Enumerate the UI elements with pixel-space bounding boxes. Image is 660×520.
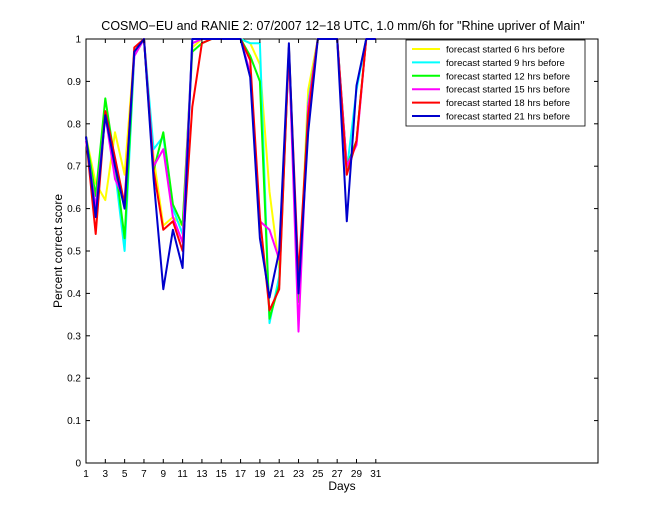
x-tick-label: 25 (312, 469, 324, 480)
y-tick-label: 0.7 (67, 162, 81, 173)
x-axis-ticks: 1 3 5 7 9 11 13 15 17 19 21 23 25 27 29 31 (83, 39, 382, 480)
y-tick-label: 0.8 (67, 119, 81, 130)
legend-label-4: forecast started 15 hrs before (446, 85, 570, 96)
x-tick-label: 7 (141, 469, 147, 480)
legend: forecast started 6 hrs before forecast st… (405, 39, 586, 127)
y-tick-label: 0.3 (67, 331, 81, 342)
y-axis-label: Percent correct score (51, 194, 65, 308)
y-tick-label: 0.6 (67, 204, 81, 215)
x-tick-label: 31 (370, 469, 382, 480)
x-tick-label: 11 (177, 469, 188, 480)
x-tick-label: 1 (83, 469, 89, 480)
y-tick-label: 0.4 (67, 289, 81, 300)
legend-label-3: forecast started 12 hrs before (446, 71, 570, 82)
x-axis-label: Days (328, 479, 355, 493)
legend-label-2: forecast started 9 hrs before (446, 58, 565, 69)
legend-label-6: forecast started 21 hrs before (446, 112, 570, 123)
x-tick-label: 5 (122, 469, 128, 480)
x-tick-label: 21 (274, 469, 286, 480)
legend-items: forecast started 6 hrs before forecast st… (412, 45, 570, 123)
chart-title: COSMO−EU and RANIE 2: 07/2007 12−18 UTC,… (101, 19, 584, 33)
x-tick-label: 15 (216, 469, 228, 480)
y-tick-label: 0.5 (67, 247, 81, 258)
y-tick-label: 0.9 (67, 77, 81, 88)
y-tick-label: 0.2 (67, 374, 81, 385)
series-line-6 (85, 38, 376, 299)
x-tick-label: 27 (332, 469, 344, 480)
series-lines (85, 38, 376, 333)
x-tick-label: 23 (293, 469, 305, 480)
y-tick-label: 0 (75, 459, 81, 470)
x-tick-label: 29 (351, 469, 363, 480)
x-tick-label: 13 (196, 469, 208, 480)
y-tick-label: 1 (75, 35, 81, 46)
legend-box (405, 39, 586, 127)
x-tick-label: 3 (103, 469, 109, 480)
legend-label-1: forecast started 6 hrs before (446, 45, 565, 56)
y-tick-label: 0.1 (67, 416, 81, 427)
y-axis-ticks: 0 0.1 0.2 0.3 0.4 0.5 0.6 0.7 0.8 0.9 1 (67, 35, 598, 470)
x-tick-label: 19 (254, 469, 266, 480)
legend-label-5: forecast started 18 hrs before (446, 98, 570, 109)
x-tick-label: 9 (161, 469, 167, 480)
x-tick-label: 17 (235, 469, 247, 480)
